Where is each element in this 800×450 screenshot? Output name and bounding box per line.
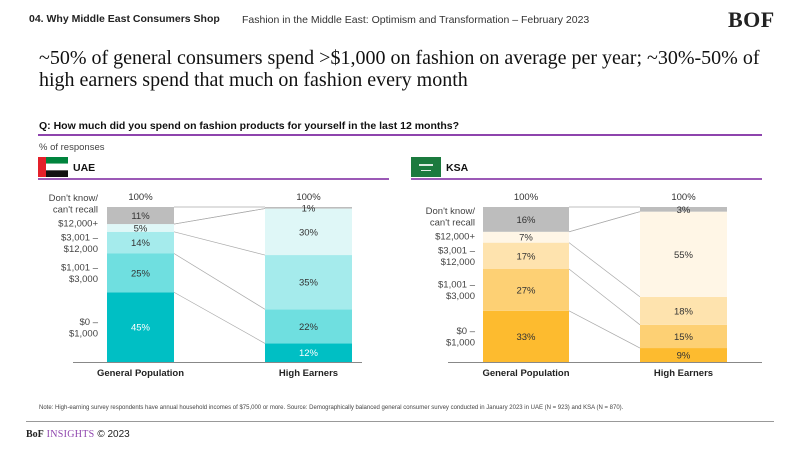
question-divider (38, 134, 762, 136)
bar-segment (265, 343, 352, 362)
bar-segment (265, 208, 352, 256)
survey-question: Q: How much did you spend on fashion pro… (39, 120, 460, 132)
data-label: 25% (131, 268, 151, 279)
series-label: $0 – (457, 326, 476, 337)
bar-segment (483, 207, 569, 232)
series-label: can't recall (53, 204, 98, 215)
bar-segment (107, 231, 174, 254)
data-label: 11% (131, 211, 150, 222)
data-label: 30% (299, 227, 319, 238)
uae-divider (38, 178, 389, 180)
data-label: 33% (516, 332, 536, 343)
uae-title: UAE (73, 162, 96, 174)
section-label: 04. Why Middle East Consumers Shop (29, 13, 220, 25)
series-label: $1,000 (69, 328, 98, 339)
category-label: High Earners (279, 368, 338, 379)
bar-segment (265, 207, 352, 209)
series-label: can't recall (430, 218, 475, 229)
footer-brand: BoF (26, 429, 44, 440)
series-label: $0 – (80, 317, 99, 328)
series-label: $1,000 (446, 338, 475, 349)
bar-segment (107, 292, 174, 362)
series-label: $3,000 (69, 274, 98, 285)
data-label: 27% (516, 285, 536, 296)
data-label: 5% (134, 223, 148, 234)
series-label: Don't know/ (426, 206, 476, 217)
data-label: 18% (674, 306, 694, 317)
data-label: 3% (677, 205, 691, 216)
report-title: Fashion in the Middle East: Optimism and… (242, 14, 590, 26)
data-label: 17% (516, 251, 536, 262)
connector-line (568, 242, 641, 298)
data-label: 15% (674, 332, 694, 343)
category-label: General Population (482, 368, 569, 379)
bar-segment (483, 231, 569, 243)
series-label: $1,001 – (438, 280, 476, 291)
series-label: $3,001 – (61, 232, 99, 243)
connector-line (173, 231, 266, 256)
connector-line (173, 291, 266, 344)
series-label: $12,000+ (58, 218, 98, 229)
series-label: $3,001 – (438, 246, 476, 257)
category-label: High Earners (654, 368, 713, 379)
category-label: General Population (97, 368, 184, 379)
series-label: $12,000+ (435, 232, 475, 243)
bar-segment (107, 224, 174, 232)
bar-segment (640, 348, 727, 362)
bof-logo: BOF (728, 7, 775, 32)
data-label: 14% (131, 238, 151, 249)
footnote: Note: High-earning survey respondents ha… (39, 405, 624, 411)
ksa-flag-icon (411, 157, 441, 177)
ksa-divider (411, 178, 762, 180)
data-label: 7% (519, 233, 533, 244)
bar-segment (640, 207, 727, 212)
unit-label: % of responses (39, 142, 105, 153)
bar-segment (483, 310, 569, 362)
series-label: $12,000 (441, 257, 475, 268)
data-label: 12% (299, 348, 319, 359)
data-label: 45% (131, 323, 151, 334)
uae-flag-icon (38, 157, 68, 177)
bar-segment (265, 309, 352, 344)
connector-line (568, 268, 641, 326)
series-label: $12,000 (64, 244, 98, 255)
data-label: 22% (299, 322, 319, 333)
total-label: 100% (671, 192, 696, 203)
bar-segment (107, 253, 174, 293)
footer-divider (26, 421, 774, 422)
connector-line (173, 253, 266, 310)
bar-segment (265, 255, 352, 310)
connector-line (568, 211, 641, 233)
bar-segment (640, 211, 727, 297)
total-label: 100% (296, 192, 321, 203)
bar-segment (640, 296, 727, 325)
connector-line (568, 310, 641, 349)
connector-line (173, 208, 266, 225)
series-label: $3,000 (446, 291, 475, 302)
total-label: 100% (514, 192, 539, 203)
series-label: Don't know/ (49, 193, 99, 204)
footer: BoF INSIGHTS © 2023 (26, 429, 130, 440)
ksa-title: KSA (446, 162, 469, 174)
footer-insights: INSIGHTS (46, 429, 95, 440)
data-label: 16% (516, 215, 536, 226)
total-label: 100% (128, 192, 153, 203)
footer-copyright: © 2023 (97, 429, 130, 440)
bar-segment (107, 207, 174, 225)
series-label: $1,001 – (61, 263, 99, 274)
bar-segment (483, 242, 569, 269)
bar-segment (483, 269, 569, 311)
page-headline: ~50% of general consumers spend >$1,000 … (39, 47, 760, 91)
data-label: 9% (677, 351, 691, 362)
data-label: 55% (674, 250, 694, 261)
data-label: 1% (302, 203, 316, 214)
bar-segment (640, 324, 727, 349)
data-label: 35% (299, 278, 319, 289)
